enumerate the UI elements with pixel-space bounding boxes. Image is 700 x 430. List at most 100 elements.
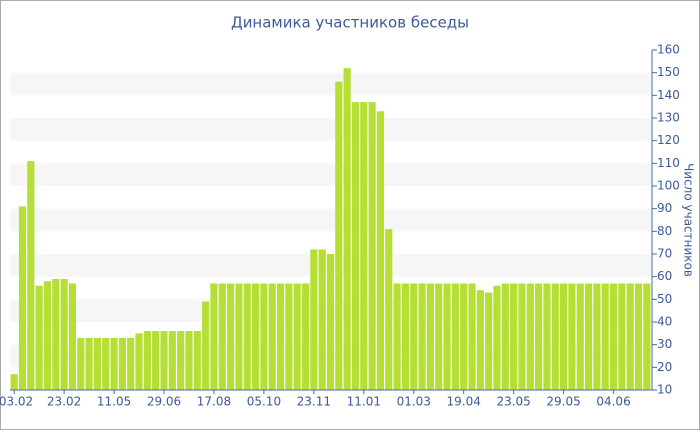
bar bbox=[376, 111, 385, 390]
bar bbox=[177, 331, 185, 390]
bar bbox=[543, 283, 551, 390]
bar bbox=[127, 337, 135, 390]
y-tick-label: 40 bbox=[657, 315, 672, 329]
bar bbox=[584, 283, 593, 390]
bar bbox=[193, 331, 201, 390]
bar bbox=[526, 283, 534, 390]
x-tick-label: 19.04 bbox=[447, 395, 481, 409]
x-tick-label: 11.05 bbox=[97, 395, 131, 409]
y-tick-label: 20 bbox=[657, 360, 672, 374]
y-tick-label: 90 bbox=[657, 201, 672, 215]
bar bbox=[251, 283, 260, 390]
y-tick-label: 10 bbox=[657, 383, 672, 397]
bar bbox=[410, 283, 418, 390]
bar bbox=[343, 68, 351, 390]
bar bbox=[576, 283, 584, 390]
bar bbox=[418, 283, 426, 390]
bar bbox=[535, 283, 543, 390]
y-tick-label: 150 bbox=[657, 65, 680, 79]
bar bbox=[318, 249, 326, 390]
bar bbox=[593, 283, 601, 390]
x-tick-label: 23.05 bbox=[496, 395, 530, 409]
y-tick-label: 70 bbox=[657, 247, 672, 261]
y-tick-label: 80 bbox=[657, 224, 672, 238]
bar bbox=[626, 283, 634, 390]
y-tick-label: 100 bbox=[657, 179, 680, 193]
bar bbox=[218, 283, 226, 390]
y-tick-label: 140 bbox=[657, 88, 680, 102]
bar bbox=[52, 278, 60, 390]
bar bbox=[451, 283, 459, 390]
y-axis-title: Число участников bbox=[682, 163, 696, 277]
x-tick-label: 23.11 bbox=[297, 395, 331, 409]
x-tick-label: 29.06 bbox=[147, 395, 181, 409]
bar bbox=[493, 285, 501, 390]
x-tick-label: 29.05 bbox=[546, 395, 580, 409]
bar bbox=[368, 102, 376, 390]
bar bbox=[468, 283, 476, 390]
x-tick-label: 23.02 bbox=[47, 395, 81, 409]
bar bbox=[102, 337, 110, 390]
bar bbox=[476, 290, 484, 390]
x-tick-label: 03.02 bbox=[0, 395, 33, 409]
x-tick-label: 11.01 bbox=[347, 395, 381, 409]
bar bbox=[235, 283, 243, 390]
bar bbox=[185, 331, 193, 390]
y-tick-label: 120 bbox=[657, 133, 680, 147]
bar bbox=[43, 281, 52, 390]
bar bbox=[385, 229, 393, 390]
bar bbox=[601, 283, 609, 390]
bar bbox=[10, 374, 18, 390]
bar bbox=[293, 283, 301, 390]
bar bbox=[268, 283, 276, 390]
chart-title: Динамика участников беседы bbox=[231, 14, 469, 32]
y-tick-label: 50 bbox=[657, 292, 672, 306]
bar bbox=[501, 283, 509, 390]
bar bbox=[301, 283, 310, 390]
bar bbox=[435, 283, 443, 390]
x-tick-label: 04.06 bbox=[596, 395, 630, 409]
bar bbox=[326, 254, 335, 390]
bar bbox=[152, 331, 160, 390]
y-tick-label: 160 bbox=[657, 43, 680, 57]
bar bbox=[460, 283, 468, 390]
bar bbox=[77, 337, 85, 390]
bar bbox=[168, 331, 176, 390]
grid-band bbox=[10, 72, 651, 96]
bar bbox=[210, 283, 218, 390]
bar bbox=[143, 331, 151, 390]
bar bbox=[510, 283, 518, 390]
y-tick-label: 30 bbox=[657, 337, 672, 351]
bar bbox=[393, 283, 401, 390]
bar bbox=[243, 283, 251, 390]
bar bbox=[276, 283, 285, 390]
bar bbox=[485, 292, 493, 390]
grid-band bbox=[10, 163, 651, 186]
bar bbox=[518, 283, 526, 390]
x-tick-label: 17.08 bbox=[197, 395, 231, 409]
bar bbox=[560, 283, 568, 390]
bar bbox=[118, 337, 126, 390]
bar bbox=[35, 285, 43, 390]
bar bbox=[426, 283, 434, 390]
bar bbox=[568, 283, 576, 390]
x-tick-label: 01.03 bbox=[397, 395, 431, 409]
y-tick-label: 60 bbox=[657, 269, 672, 283]
bar bbox=[634, 283, 643, 390]
grid-band bbox=[10, 208, 651, 232]
bar bbox=[60, 278, 68, 390]
bar bbox=[335, 81, 343, 390]
bar bbox=[202, 301, 210, 390]
bar bbox=[160, 331, 168, 390]
bar bbox=[310, 249, 318, 390]
bar bbox=[360, 102, 368, 390]
bar bbox=[18, 206, 27, 390]
bar bbox=[260, 283, 268, 390]
bar bbox=[351, 102, 360, 390]
x-tick-label: 05.10 bbox=[247, 395, 281, 409]
grid-band bbox=[10, 118, 651, 141]
bar bbox=[551, 283, 559, 390]
bar bbox=[135, 333, 143, 390]
bar bbox=[227, 283, 235, 390]
